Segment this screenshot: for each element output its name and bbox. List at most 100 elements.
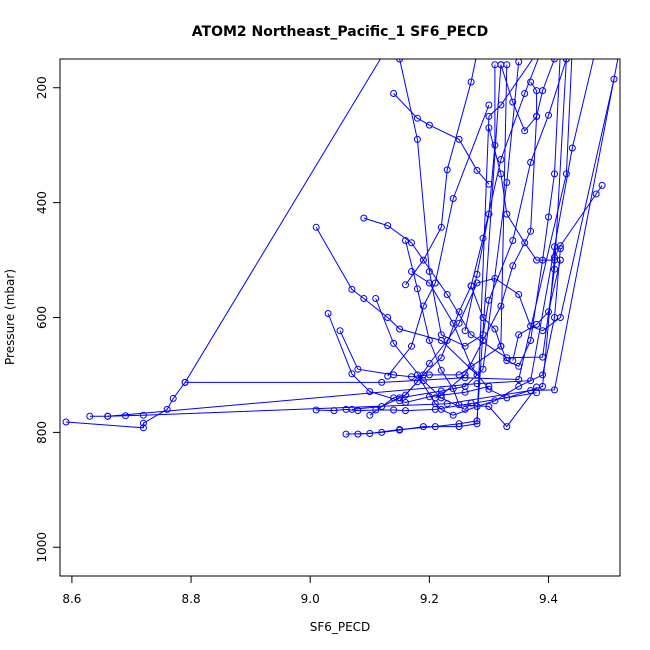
data-point [408, 342, 415, 350]
data-point [467, 399, 475, 407]
x-tick-label: 9.0 [301, 592, 320, 606]
data-point [449, 411, 457, 419]
data-point [473, 403, 481, 410]
data-point [449, 385, 457, 393]
data-point [413, 285, 421, 293]
data-point [330, 407, 338, 415]
data-point [497, 101, 505, 109]
series-18 [396, 59, 570, 350]
data-point [425, 360, 433, 367]
y-axis-label: Pressure (mbar) [3, 269, 17, 365]
data-point [413, 135, 421, 143]
series-line [399, 59, 567, 347]
data-point [521, 127, 529, 135]
series-27 [497, 61, 541, 135]
data-point [509, 262, 517, 270]
data-point [372, 295, 380, 302]
data-point [366, 411, 374, 419]
data-point [479, 337, 487, 344]
data-point [396, 59, 404, 63]
data-point [181, 378, 189, 386]
data-point [551, 170, 558, 178]
x-axis-label: SF6_PECD [310, 620, 371, 634]
series-line [500, 64, 538, 132]
data-point [402, 281, 409, 289]
data-point [521, 90, 529, 97]
data-point [479, 365, 487, 373]
data-point [497, 170, 505, 178]
series-line [405, 240, 537, 428]
data-point [437, 331, 445, 339]
data-point [390, 406, 398, 414]
data-point [390, 90, 398, 97]
data-point [467, 331, 475, 339]
y-tick-label: 400 [35, 191, 49, 214]
data-point [509, 357, 517, 365]
data-point [491, 397, 499, 405]
series-19 [402, 59, 477, 289]
data-point [479, 234, 487, 242]
data-point [545, 213, 552, 221]
data-point [366, 388, 374, 396]
data-point [539, 371, 547, 379]
data-point [515, 291, 523, 298]
series-line [435, 59, 555, 399]
x-tick-label: 8.6 [62, 592, 81, 606]
data-point [384, 314, 392, 321]
series-16 [390, 90, 493, 188]
data-point [169, 395, 177, 402]
data-point [419, 302, 427, 310]
data-point [515, 362, 523, 370]
series-20 [402, 237, 541, 431]
data-point [62, 418, 70, 426]
data-point [396, 426, 404, 434]
data-point [384, 222, 392, 230]
data-point [485, 210, 493, 218]
data-point [485, 403, 493, 410]
data-point [545, 308, 552, 316]
data-point [568, 144, 576, 152]
y-tick-label: 200 [35, 76, 49, 99]
data-point [509, 98, 517, 106]
data-point [396, 397, 404, 405]
data-point [354, 365, 362, 373]
data-point [598, 181, 606, 189]
series-line [416, 248, 561, 416]
data-point [473, 279, 481, 287]
data-point [437, 366, 445, 374]
data-point [521, 239, 529, 247]
data-point [610, 75, 618, 83]
data-point [551, 243, 558, 251]
data-point [360, 214, 368, 222]
data-point [551, 386, 558, 394]
series-line [185, 59, 573, 383]
x-axis: 8.6 8.8 9.0 9.2 9.4 [62, 576, 558, 606]
data-point [348, 370, 356, 378]
data-point [497, 302, 505, 310]
data-point [354, 430, 362, 438]
data-point [425, 121, 433, 129]
series-line [315, 227, 478, 376]
x-tick-label: 8.8 [182, 592, 201, 606]
data-point [425, 279, 433, 287]
data-point [485, 124, 493, 132]
data-point [122, 412, 129, 420]
data-point [461, 327, 469, 335]
series-line [512, 259, 561, 361]
series-13 [366, 59, 539, 419]
data-point [503, 210, 511, 218]
data-point [443, 166, 451, 174]
data-point [551, 314, 558, 321]
data-point [139, 411, 147, 419]
data-point [402, 391, 409, 399]
data-point [455, 135, 463, 143]
chart-title: ATOM2 Northeast_Pacific_1 SF6_PECD [192, 24, 488, 40]
data-point [515, 331, 523, 339]
data-point [479, 314, 487, 321]
data-point [551, 59, 558, 63]
data-point [413, 114, 421, 122]
data-point [360, 295, 368, 302]
data-point [449, 195, 457, 203]
data-point [449, 319, 457, 327]
